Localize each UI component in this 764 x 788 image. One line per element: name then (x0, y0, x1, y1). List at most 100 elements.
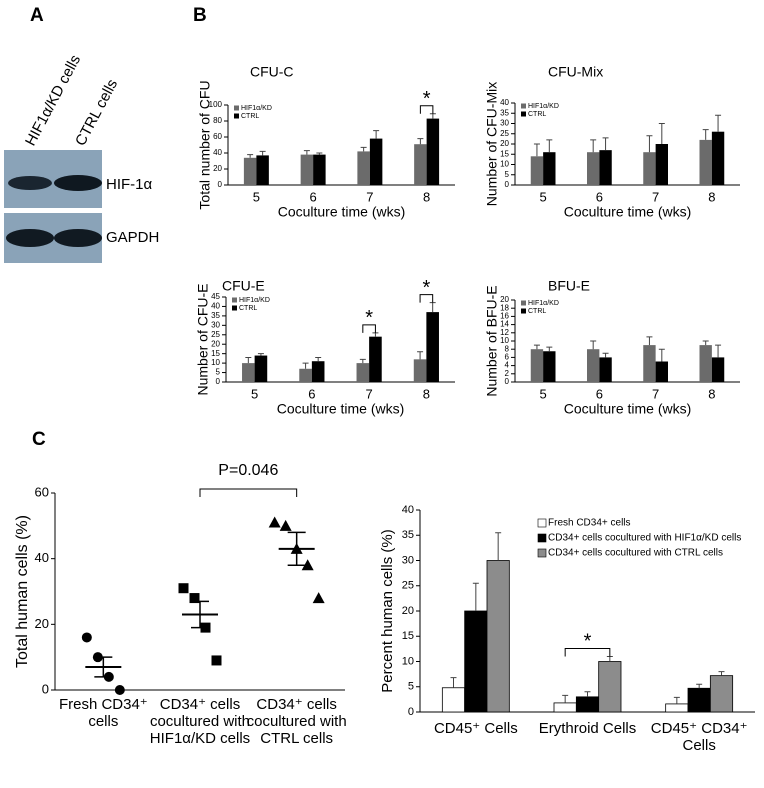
y-tick-label: 0 (42, 681, 49, 696)
blot-band (6, 229, 54, 247)
bar (655, 144, 668, 185)
error-bar (429, 302, 436, 313)
legend-swatch (537, 548, 547, 558)
data-point (114, 685, 125, 695)
blot-band (8, 176, 52, 190)
x-tick-label: CD45⁺ Cells (433, 720, 518, 737)
y-tick-label: 18 (500, 303, 509, 312)
bar (256, 155, 269, 185)
legend-label: CD34+ cells cocultured with CTRL cells (548, 548, 723, 559)
band-label: HIF-1α (106, 176, 153, 193)
blot-band (54, 229, 102, 247)
legend-label: CTRL (528, 111, 546, 118)
x-tick-label: 5 (540, 386, 547, 401)
label-box: CD34⁺ cells cocultured with HIF1α/KD cel… (150, 696, 250, 747)
y-tick-label: 80 (213, 116, 222, 125)
bar (709, 675, 734, 713)
error-bar (315, 356, 322, 362)
chart-title: CFU-Mix (548, 64, 603, 80)
chart-title: CFU-E (222, 278, 265, 294)
error-bar (259, 150, 266, 156)
legend-label: Fresh CD34+ cells (548, 518, 631, 529)
lane-label: CTRL cells (72, 76, 121, 148)
error-bar (533, 143, 540, 157)
bar (599, 150, 612, 185)
x-tick-label: CD34⁺ cells cocultured with CTRL cells (246, 696, 347, 747)
bar (254, 355, 268, 382)
legend-swatch (234, 105, 239, 111)
label-box: CD34⁺ cells cocultured with CTRL cells (246, 696, 347, 747)
y-tick-label: 0 (505, 377, 510, 386)
data-point (81, 632, 92, 643)
y-tick-label: 20 (500, 295, 509, 304)
data-point (312, 592, 325, 604)
y-tick-label: 35 (500, 108, 509, 117)
panel-label: B (193, 5, 207, 26)
significance-bracket (564, 647, 611, 657)
y-tick-label: 15 (402, 630, 414, 642)
bar (575, 696, 600, 713)
bar (543, 152, 556, 185)
x-tick-label: 7 (366, 189, 373, 204)
bar (369, 138, 383, 185)
legend-swatch (537, 518, 547, 528)
error-bar (417, 138, 424, 145)
x-tick-label: 8 (708, 189, 715, 204)
y-tick-label: 100 (209, 100, 223, 109)
bar (299, 368, 312, 382)
data-point (301, 559, 314, 571)
error-bar (429, 113, 436, 119)
y-tick-label: 0 (218, 180, 223, 189)
y-tick-label: 40 (500, 98, 509, 107)
y-axis-label: Total human cells (%) (14, 515, 31, 668)
data-point (178, 583, 189, 594)
data-point (268, 516, 281, 528)
y-tick-label: 5 (505, 170, 510, 179)
bar (356, 363, 370, 382)
data-point (189, 593, 200, 604)
y-tick-label: 10 (500, 160, 509, 169)
panel-label: A (30, 5, 44, 26)
y-tick-label: 15 (500, 149, 509, 158)
x-tick-label: 8 (423, 386, 430, 401)
significance-bracket (419, 294, 434, 303)
y-axis-label: Percent human cells (%) (379, 529, 396, 692)
legend-label: CTRL (528, 308, 546, 315)
x-tick-label: 5 (253, 189, 260, 204)
y-tick-label: 10 (500, 336, 509, 345)
error-bar (718, 671, 725, 676)
legend-label: HIF1α/KD (528, 103, 559, 110)
error-bar (533, 344, 540, 350)
y-tick-label: 8 (505, 344, 510, 353)
error-bar (602, 137, 609, 151)
error-bar (562, 694, 569, 703)
y-tick-label: 45 (211, 292, 220, 301)
bar (711, 131, 725, 185)
comparison-bracket (199, 488, 298, 497)
error-bar (373, 130, 380, 139)
label-box: Fresh CD34⁺ cells (59, 696, 148, 730)
legend-label: HIF1α/KD (241, 105, 272, 112)
bar (699, 345, 712, 382)
y-tick-label: 0 (216, 377, 221, 386)
error-bar (590, 340, 597, 350)
y-tick-label: 30 (402, 554, 414, 566)
error-bar (257, 353, 264, 356)
legend-swatch (234, 113, 239, 119)
bar (553, 702, 577, 713)
y-tick-label: 60 (213, 132, 222, 141)
y-tick-label: 20 (402, 605, 414, 617)
y-tick-label: 20 (500, 139, 509, 148)
y-tick-label: 35 (402, 529, 414, 541)
bar (486, 560, 510, 713)
blot: HIF1α/KD cells CTRL cells HIF-1α GAPDH (4, 52, 159, 263)
y-tick-label: 25 (402, 580, 414, 592)
y-tick-label: 20 (35, 616, 49, 631)
y-tick-label: 60 (35, 484, 49, 499)
error-bar (302, 362, 309, 369)
error-bar (359, 358, 366, 364)
legend-swatch (521, 111, 526, 117)
x-tick-label: 7 (652, 189, 659, 204)
error-bar (702, 129, 709, 140)
